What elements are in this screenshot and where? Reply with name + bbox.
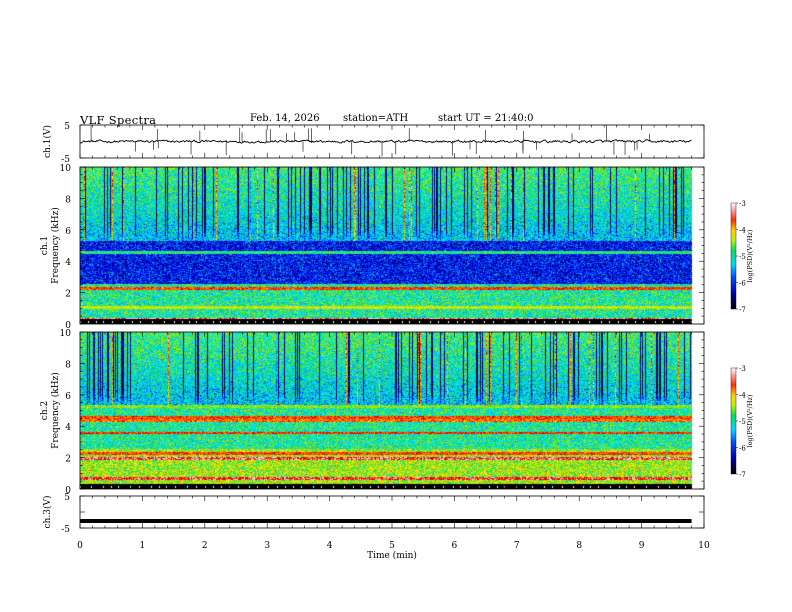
ch3-y-tick-label: 5 [64, 493, 70, 503]
spec-y-tick-label: 8 [65, 195, 71, 205]
spec-channel-label: ch.1 [40, 236, 50, 255]
x-tick-label: 0 [77, 541, 83, 551]
spec-y-tick-label: 0 [65, 486, 71, 496]
x-tick-label: 2 [202, 541, 208, 551]
colorbar-tick-label: -5 [739, 253, 746, 261]
recording-date: Feb. 14, 2026 [250, 113, 320, 124]
ch1-y-label: ch.1(V) [42, 125, 53, 158]
x-tick-label: 7 [514, 541, 520, 551]
figure-title: VLF Spectra [80, 113, 157, 127]
x-tick-label: 9 [639, 541, 645, 551]
station-label: station=ATH [343, 113, 409, 124]
x-tick-label: 4 [327, 541, 333, 551]
spec-y-tick-label: 4 [65, 258, 71, 268]
spec-channel-label: ch.2 [40, 401, 50, 420]
colorbar-tick-label: -6 [739, 445, 746, 453]
ch3-y-label: ch.3(V) [42, 496, 53, 529]
ch1-spectrogram-image [80, 167, 704, 324]
ch3-y-tick-label: -5 [61, 525, 70, 535]
spec-y-tick-label: 4 [65, 423, 71, 433]
colorbar-label: log(PSD)(V²/Hz) [746, 229, 754, 282]
ch1-trace [79, 139, 692, 144]
x-tick-label: 5 [389, 541, 395, 551]
spec-y-tick-label: 2 [65, 290, 71, 300]
colorbar-tick-label: -7 [739, 306, 746, 314]
colorbar-tick-label: -6 [739, 280, 746, 288]
ch1-y-tick-label: 5 [64, 122, 70, 132]
x-tick-label: 3 [264, 541, 270, 551]
colorbar-tick-label: -4 [739, 392, 746, 400]
colorbar-tick-label: -3 [739, 200, 746, 208]
spec-y-tick-label: 6 [65, 227, 71, 237]
spec-y-tick-label: 8 [65, 360, 71, 370]
spec-y-label: Frequency (kHz) [50, 207, 61, 284]
spec-y-tick-label: 6 [65, 392, 71, 402]
ch1-y-tick-label: -5 [61, 155, 70, 165]
x-tick-label: 6 [452, 541, 458, 551]
start-time: start UT = 21:40:0 [438, 113, 534, 124]
spec-y-tick-label: 2 [65, 455, 71, 465]
colorbar-tick-label: -3 [739, 365, 746, 373]
ch2-spectrogram-image [80, 332, 704, 489]
x-tick-label: 10 [698, 541, 710, 551]
colorbar [730, 202, 737, 310]
colorbar-tick-label: -4 [739, 227, 746, 235]
spec-y-tick-label: 0 [65, 321, 71, 331]
x-tick-label: 1 [140, 541, 146, 551]
spec-y-label: Frequency (kHz) [50, 372, 61, 449]
x-tick-label: 8 [576, 541, 582, 551]
spec-y-tick-label: 10 [60, 164, 72, 174]
panel-frame-2 [79, 166, 705, 325]
spec-y-tick-label: 10 [60, 329, 72, 339]
x-axis-label: Time (min) [367, 550, 417, 561]
colorbar-tick-label: -5 [739, 418, 746, 426]
colorbar-label: log(PSD)(V²/Hz) [746, 394, 754, 447]
colorbar-tick-label: -7 [739, 471, 746, 479]
panel-frame-3 [79, 331, 705, 490]
colorbar [730, 367, 737, 475]
